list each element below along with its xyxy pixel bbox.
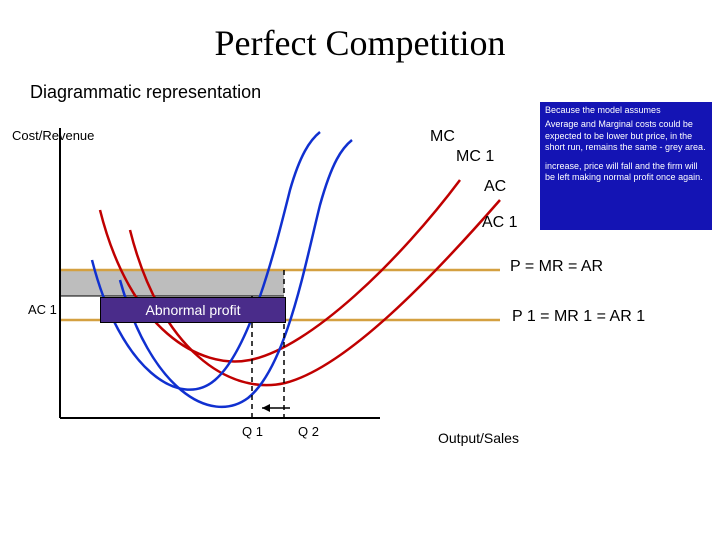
econ-chart xyxy=(0,0,720,540)
profit-region xyxy=(60,270,284,296)
q1-label: Q 1 xyxy=(242,424,263,439)
q-shift-arrow-head xyxy=(262,404,270,412)
q2-label: Q 2 xyxy=(298,424,319,439)
ac-label: AC xyxy=(484,178,506,196)
x-axis-label: Output/Sales xyxy=(438,430,519,446)
mc1-label: MC 1 xyxy=(456,148,494,166)
mc-curve xyxy=(92,132,320,390)
p1-eq-label: P 1 = MR 1 = AR 1 xyxy=(512,308,645,326)
mc-label: MC xyxy=(430,128,455,146)
ac1-label: AC 1 xyxy=(482,214,518,232)
ac1-axis-label: AC 1 xyxy=(28,302,57,317)
p-eq-label: P = MR = AR xyxy=(510,258,603,276)
abnormal-profit-box: Abnormal profit xyxy=(100,297,286,323)
